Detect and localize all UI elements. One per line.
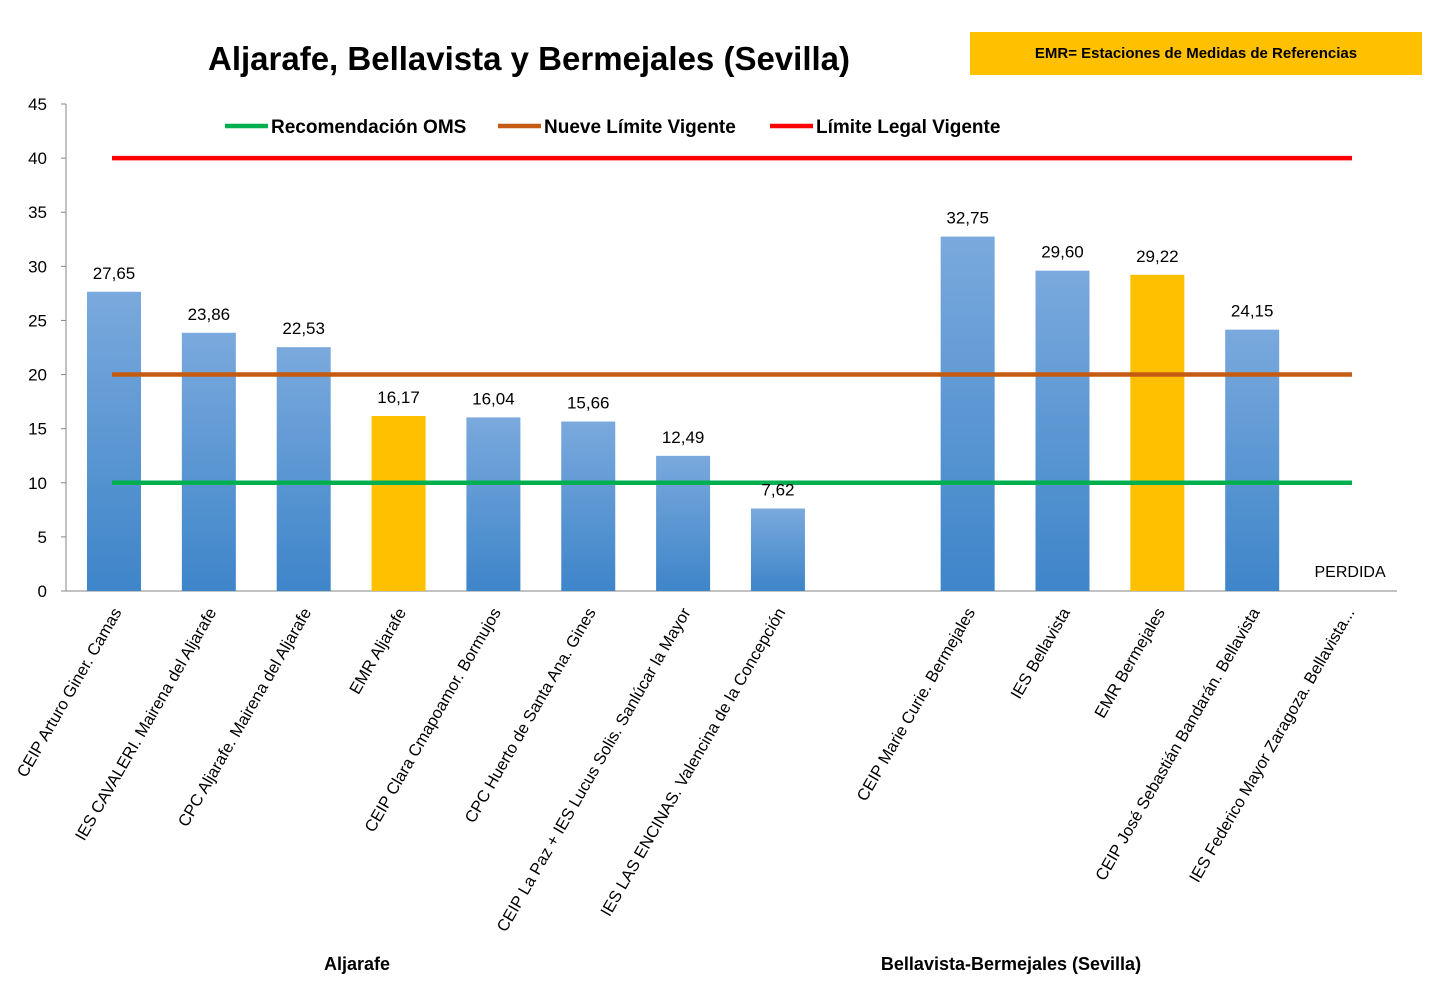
bar xyxy=(466,417,521,591)
emr-bar xyxy=(371,416,426,591)
y-tick-label: 0 xyxy=(38,582,47,601)
bar xyxy=(656,455,711,591)
bar xyxy=(750,508,805,591)
category-label: CEIP La Paz + IES Lucus Solis. Sanlúcar … xyxy=(494,605,695,935)
y-tick-label: 5 xyxy=(38,528,47,547)
bar-value-label: 29,60 xyxy=(1041,243,1084,262)
bar-value-label: 12,49 xyxy=(662,428,705,447)
bar-value-label: 22,53 xyxy=(282,319,325,338)
y-tick-label: 20 xyxy=(28,366,47,385)
y-tick-label: 10 xyxy=(28,474,47,493)
y-tick-label: 45 xyxy=(28,95,47,114)
bar xyxy=(87,291,141,591)
category-label: EMR Aljarafe xyxy=(346,605,410,697)
bar xyxy=(181,332,236,591)
bar-value-label: 16,04 xyxy=(472,389,515,408)
category-label: CEIP José Sebastián Bandarán. Bellavista xyxy=(1092,604,1264,884)
bar-value-label: 15,66 xyxy=(567,394,610,413)
category-label: IES Bellavista xyxy=(1007,604,1074,702)
category-label: IES LAS ENCINAS. Valencina de la Concepc… xyxy=(597,605,789,920)
legend-label: Nueve Límite Vigente xyxy=(544,117,736,138)
bar xyxy=(276,347,331,591)
bar-value-label: 16,17 xyxy=(377,388,420,407)
y-tick-label: 15 xyxy=(28,420,47,439)
category-label: EMR Bermejales xyxy=(1091,605,1168,721)
bar-value-label: 24,15 xyxy=(1231,302,1274,321)
bar-value-label: 27,65 xyxy=(93,264,136,283)
y-tick-label: 35 xyxy=(28,203,47,222)
emr-bar xyxy=(1130,274,1185,591)
y-tick-label: 40 xyxy=(28,149,47,168)
bar-value-label: 29,22 xyxy=(1136,247,1179,266)
emr-note-text: EMR= Estaciones de Medidas de Referencia… xyxy=(1034,45,1358,62)
bar xyxy=(1225,329,1280,591)
y-tick-label: 25 xyxy=(28,311,47,330)
group-label: Bellavista-Bermejales (Sevilla) xyxy=(881,954,1141,974)
bar-value-label: 32,75 xyxy=(946,209,989,228)
legend-label: Recomendación OMS xyxy=(271,117,466,138)
chart-title: Aljarafe, Bellavista y Bermejales (Sevil… xyxy=(208,40,850,77)
bar-value-label: 23,86 xyxy=(188,305,231,324)
group-label: Aljarafe xyxy=(324,954,390,974)
bar xyxy=(561,421,616,591)
category-label: IES Federico Mayor Zaragoza. Bellavista.… xyxy=(1186,605,1358,886)
y-tick-label: 30 xyxy=(28,257,47,276)
category-label: CEIP Marie Curie. Bermejales xyxy=(854,605,979,804)
emr-note-box: EMR= Estaciones de Medidas de Referencia… xyxy=(970,32,1422,75)
bar xyxy=(940,236,995,592)
bar xyxy=(1035,270,1090,591)
missing-data-label: PERDIDA xyxy=(1314,564,1385,581)
bar-value-label: 7,62 xyxy=(761,481,794,500)
category-label: CEIP Arturo Giner. Camas xyxy=(14,605,126,781)
legend-label: Límite Legal Vigente xyxy=(816,117,1000,138)
